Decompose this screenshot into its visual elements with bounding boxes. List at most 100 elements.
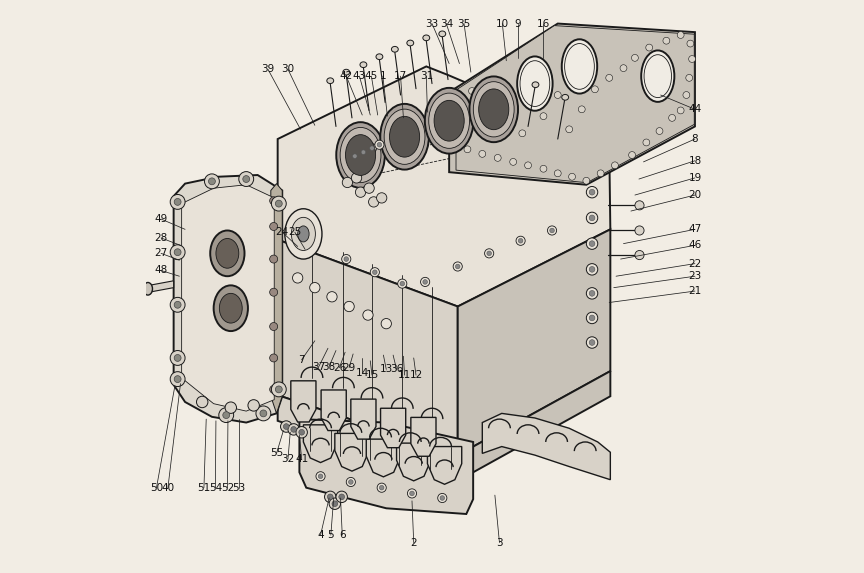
Circle shape (410, 491, 414, 496)
Text: 46: 46 (689, 240, 702, 250)
Text: 25: 25 (289, 227, 302, 237)
Circle shape (589, 189, 595, 195)
Circle shape (629, 152, 636, 159)
Text: 18: 18 (689, 156, 702, 166)
Circle shape (332, 501, 338, 507)
Circle shape (689, 56, 696, 62)
Circle shape (540, 113, 547, 120)
Text: 26: 26 (333, 363, 346, 372)
Ellipse shape (439, 31, 446, 37)
Circle shape (339, 494, 345, 500)
Circle shape (299, 429, 304, 435)
Circle shape (353, 154, 357, 159)
Circle shape (327, 292, 337, 302)
Text: 34: 34 (440, 18, 453, 29)
Polygon shape (482, 413, 610, 480)
Polygon shape (428, 446, 461, 484)
Circle shape (589, 215, 595, 221)
Ellipse shape (384, 109, 425, 164)
Circle shape (597, 170, 604, 176)
Circle shape (170, 297, 185, 312)
Polygon shape (380, 408, 406, 448)
Polygon shape (411, 417, 436, 456)
Circle shape (677, 32, 684, 38)
Polygon shape (335, 433, 369, 471)
Text: 42: 42 (340, 71, 353, 81)
Text: 44: 44 (689, 104, 702, 114)
Ellipse shape (210, 230, 245, 276)
Circle shape (464, 146, 471, 153)
Text: 11: 11 (398, 370, 411, 380)
Circle shape (367, 144, 377, 153)
Ellipse shape (518, 56, 553, 111)
Ellipse shape (390, 116, 420, 157)
Circle shape (371, 268, 379, 277)
Circle shape (270, 323, 277, 331)
Text: 1: 1 (379, 71, 386, 81)
Text: 50: 50 (150, 482, 163, 493)
Circle shape (359, 148, 368, 157)
Circle shape (635, 201, 644, 210)
Polygon shape (277, 395, 458, 481)
Circle shape (170, 351, 185, 366)
Circle shape (683, 92, 689, 99)
Text: 36: 36 (390, 364, 403, 374)
Circle shape (270, 354, 277, 362)
Text: 43: 43 (353, 71, 366, 81)
Circle shape (170, 245, 185, 260)
Circle shape (344, 257, 348, 261)
Circle shape (686, 74, 693, 81)
Circle shape (587, 186, 598, 198)
Text: 32: 32 (282, 454, 295, 464)
Ellipse shape (346, 135, 376, 175)
Polygon shape (303, 425, 338, 462)
Text: 51: 51 (197, 482, 211, 493)
Ellipse shape (143, 282, 152, 295)
Ellipse shape (473, 82, 514, 137)
Circle shape (288, 423, 300, 435)
Circle shape (256, 406, 270, 421)
Text: 17: 17 (394, 71, 407, 81)
Circle shape (293, 273, 302, 283)
Text: 24: 24 (276, 227, 289, 237)
Circle shape (329, 498, 340, 509)
Circle shape (318, 474, 323, 478)
Ellipse shape (340, 127, 381, 183)
Text: 3: 3 (496, 537, 503, 548)
Ellipse shape (562, 95, 569, 100)
Ellipse shape (376, 54, 383, 60)
Circle shape (589, 266, 595, 272)
Polygon shape (456, 26, 695, 183)
Circle shape (587, 212, 598, 223)
Circle shape (377, 193, 387, 203)
Circle shape (342, 177, 353, 187)
Circle shape (377, 483, 386, 492)
Ellipse shape (520, 61, 550, 107)
Ellipse shape (562, 40, 597, 93)
Circle shape (687, 40, 694, 47)
Polygon shape (397, 443, 431, 481)
Circle shape (223, 411, 230, 418)
Circle shape (170, 372, 185, 387)
Circle shape (175, 301, 181, 308)
Text: 15: 15 (365, 370, 378, 380)
Circle shape (271, 196, 286, 211)
Circle shape (175, 249, 181, 256)
Circle shape (270, 288, 277, 296)
Text: 9: 9 (514, 18, 521, 29)
Polygon shape (181, 185, 274, 411)
Circle shape (468, 88, 475, 95)
Ellipse shape (472, 79, 507, 134)
Ellipse shape (343, 69, 350, 75)
Ellipse shape (285, 209, 322, 259)
Circle shape (372, 270, 377, 274)
Circle shape (175, 355, 181, 362)
Circle shape (260, 410, 267, 417)
Ellipse shape (291, 217, 315, 250)
Ellipse shape (564, 44, 594, 89)
Circle shape (578, 106, 585, 113)
Polygon shape (277, 66, 610, 307)
Ellipse shape (532, 82, 539, 88)
Text: 14: 14 (356, 368, 369, 378)
Circle shape (548, 226, 556, 235)
